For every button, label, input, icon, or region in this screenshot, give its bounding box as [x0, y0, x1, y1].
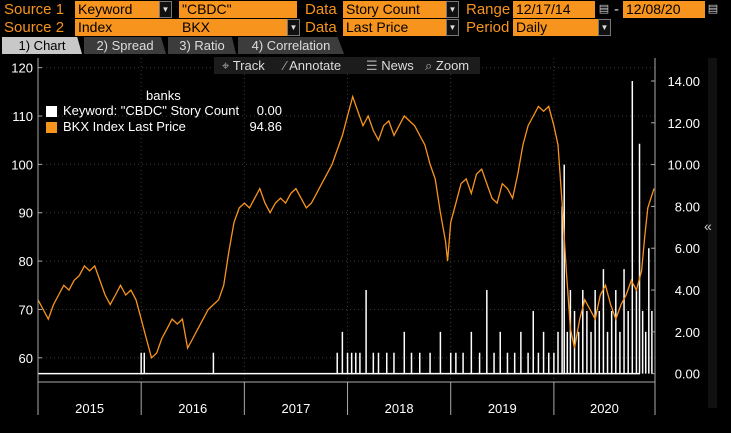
source1-label: Source 1	[4, 1, 65, 18]
left-tick-label: 110	[12, 109, 33, 124]
right-tick-label: 14.00	[667, 74, 700, 89]
annotate-label: Annotate	[289, 58, 342, 73]
source1-data-field[interactable]: Story Count	[343, 1, 446, 18]
left-tick-label: 80	[19, 254, 33, 269]
period-dropdown-icon[interactable]: ▼	[598, 19, 611, 36]
chart-toolbar: ⌖ Track ⁄ Annotate ☰ News ⌕ Zoom	[214, 57, 480, 74]
right-tick-label: 10.00	[667, 158, 700, 173]
source2-value-field[interactable]: BKX	[179, 19, 287, 36]
source1-value-field[interactable]: "CBDC"	[179, 1, 297, 18]
left-tick-label: 60	[19, 351, 33, 366]
source2-label: Source 2	[4, 19, 65, 36]
view-tabs: 1) Chart 2) Spread 3) Ratio 4) Correlati…	[0, 37, 731, 54]
magnifier-icon: ⌕	[425, 58, 433, 73]
legend-item-name: Keyword: "CBDC" Story Count	[63, 103, 240, 118]
track-button[interactable]: ⌖ Track	[222, 57, 265, 74]
source2-data-dropdown-icon[interactable]: ▼	[446, 19, 459, 36]
source1-type-field[interactable]: Keyword	[75, 1, 159, 18]
range-end-field[interactable]: 12/08/20	[623, 1, 705, 18]
legend-title: banks	[146, 88, 181, 103]
period-label: Period	[466, 19, 510, 36]
period-field[interactable]: Daily	[513, 19, 598, 36]
range-end-calendar-icon[interactable]: ▤	[707, 3, 719, 15]
tab-chart[interactable]: 1) Chart	[2, 37, 82, 54]
source1-type-dropdown-icon[interactable]: ▼	[159, 1, 172, 18]
left-tick-label: 120	[11, 61, 33, 76]
legend-item-name: BKX Index Last Price	[63, 119, 186, 134]
annotate-button[interactable]: ⁄ Annotate	[284, 57, 341, 74]
source1-row: Source 1 Keyword ▼ "CBDC" Data Story Cou…	[0, 0, 731, 19]
right-tick-label: 6.00	[675, 241, 700, 256]
source1-data-label: Data	[305, 1, 337, 18]
right-tick-label: 8.00	[675, 199, 700, 214]
source1-data-dropdown-icon[interactable]: ▼	[446, 1, 459, 18]
right-tick-label: 12.00	[667, 116, 700, 131]
year-label: 2015	[75, 401, 104, 416]
x-axis-ticks: 2015 2016 2017 2018 2019 2020	[37, 382, 619, 416]
left-tick-label: 70	[19, 302, 33, 317]
range-start-calendar-icon[interactable]: ▤	[598, 3, 610, 15]
crosshair-icon: ⌖	[222, 58, 230, 73]
legend-item-bkx[interactable]: BKX Index Last Price 94.86	[46, 119, 286, 135]
pencil-icon: ⁄	[284, 58, 287, 73]
news-button[interactable]: ☰ News	[366, 57, 414, 74]
year-label: 2019	[488, 401, 517, 416]
legend-item-value: 94.86	[249, 119, 282, 134]
zoom-label: Zoom	[435, 58, 470, 73]
news-icon: ☰	[366, 58, 378, 73]
news-label: News	[381, 58, 414, 73]
range-label: Range	[466, 1, 511, 18]
left-axis-ticks: 60 70 80 90 100 110 120	[11, 61, 42, 366]
year-label: 2020	[590, 401, 619, 416]
tab-spread[interactable]: 2) Spread	[84, 37, 166, 54]
year-label: 2018	[385, 401, 414, 416]
story-count-bars	[38, 80, 653, 375]
source2-data-field[interactable]: Last Price	[343, 19, 446, 36]
left-tick-label: 100	[11, 157, 33, 172]
tab-ratio[interactable]: 3) Ratio	[168, 37, 236, 54]
right-axis-ticks: 0.00 2.00 4.00 6.00 8.00 10.00 12.00 14.00	[651, 74, 700, 382]
source2-data-label: Data	[305, 19, 337, 36]
tab-correlation[interactable]: 4) Correlation	[238, 37, 344, 54]
right-tick-label: 0.00	[675, 367, 700, 382]
legend-swatch-white	[46, 106, 57, 117]
year-label: 2017	[281, 401, 310, 416]
bkx-price-line	[37, 94, 655, 360]
zoom-button[interactable]: ⌕ Zoom	[425, 57, 469, 74]
right-tick-label: 4.00	[675, 283, 700, 298]
side-panel-strip[interactable]	[708, 58, 717, 408]
left-tick-label: 90	[19, 206, 33, 221]
range-start-field[interactable]: 12/17/14	[513, 1, 595, 18]
legend-swatch-orange	[46, 122, 57, 133]
right-tick-label: 2.00	[675, 325, 700, 340]
year-label: 2016	[178, 401, 207, 416]
legend-item-value: 0.00	[256, 103, 282, 118]
track-label: Track	[232, 58, 265, 73]
legend-item-cbdc[interactable]: Keyword: "CBDC" Story Count 0.00	[46, 103, 286, 119]
source2-value-dropdown-icon[interactable]: ▼	[287, 19, 300, 36]
range-separator: -	[614, 1, 619, 18]
source2-row: Source 2 Index BKX ▼ Data Last Price ▼ P…	[0, 18, 731, 37]
collapse-panel-icon[interactable]: «	[704, 218, 712, 234]
